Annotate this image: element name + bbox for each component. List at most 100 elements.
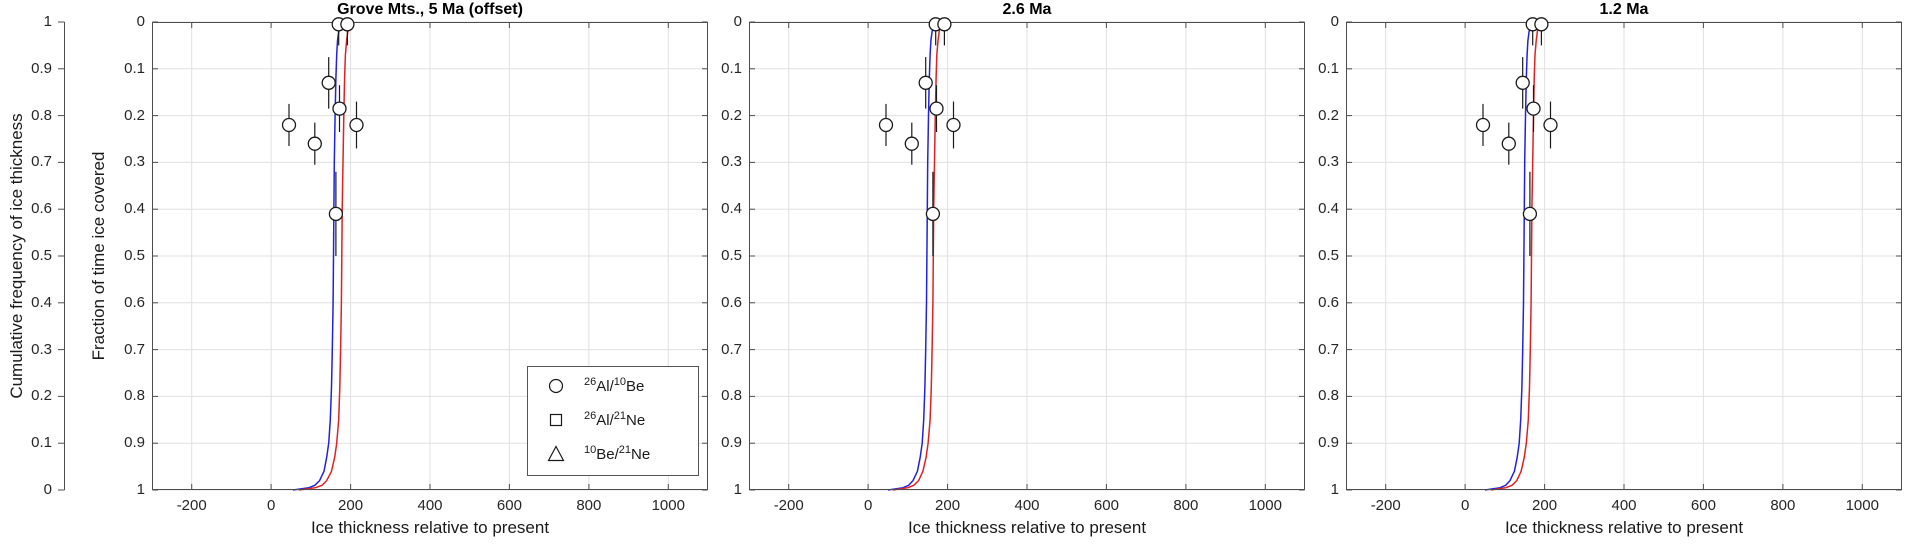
outer-y-tick-label: 0.8	[31, 106, 52, 124]
data-point-circle	[340, 17, 355, 32]
panel-2-6-ma: 2.6 Ma Ice thickness relative to present…	[721, 0, 1305, 554]
y-tick-label: 0.6	[124, 293, 145, 311]
panel-title: 2.6 Ma	[1002, 1, 1052, 18]
x-tick-label: 1000	[651, 497, 685, 514]
curve-model_blue	[1484, 21, 1533, 491]
y-tick-label: 1	[136, 481, 145, 498]
data-point-circle	[328, 206, 344, 222]
y-tick-label: 0	[136, 13, 145, 30]
square-marker-icon	[549, 413, 563, 427]
x-tick-label: 400	[1014, 497, 1040, 514]
data-point-circle	[281, 117, 297, 133]
y-tick-label: 1	[733, 481, 742, 498]
plot-svg	[152, 17, 708, 491]
data-point-circle	[946, 117, 961, 133]
curve-model_blue	[292, 21, 343, 491]
data-point-circle	[1534, 17, 1549, 32]
x-tick-label: -200	[1370, 497, 1401, 514]
x-tick-label: 400	[417, 497, 443, 514]
y-tick-label: 0.4	[1318, 200, 1339, 218]
y-tick-label: 0.5	[124, 247, 145, 264]
data-point-circle	[1526, 101, 1541, 116]
y-tick-label: 0.3	[124, 153, 145, 171]
x-tick-label: 200	[935, 497, 961, 514]
outer-y-tick-label: 0.9	[31, 59, 52, 77]
x-tick-label: 800	[576, 497, 602, 514]
legend-item-label: 26Al/21Ne	[584, 409, 646, 429]
y-tick-label: 0.2	[721, 106, 742, 124]
data-point-circle	[925, 206, 941, 222]
y-tick-label: 0.8	[721, 387, 742, 405]
x-tick-label: 600	[496, 497, 522, 514]
outer-y-tick-label: 0.2	[31, 387, 52, 405]
data-point-circle	[1522, 206, 1538, 222]
y-tick-label: 0.1	[124, 59, 145, 77]
curve-model_red	[892, 21, 943, 491]
data-point-circle	[929, 101, 944, 116]
y-tick-label: 0.9	[721, 434, 742, 452]
outer-y-tick-label: 1	[43, 13, 52, 30]
data-point-circle	[878, 117, 894, 133]
data-point-circle	[321, 75, 336, 90]
y-tick-label: 0.5	[1318, 247, 1339, 264]
x-axis-label: Ice thickness relative to present	[1504, 518, 1744, 537]
data-point-circle	[332, 101, 347, 116]
x-tick-label: 0	[863, 497, 873, 514]
y-tick-label: 0.6	[721, 293, 742, 311]
y-tick-label: 0.3	[1318, 153, 1339, 171]
x-tick-label: 0	[266, 497, 276, 514]
data-point-circle	[349, 117, 364, 133]
data-point-circle	[1501, 136, 1516, 151]
x-axis-label: Ice thickness relative to present	[907, 518, 1147, 537]
x-tick-label: 0	[1460, 497, 1470, 514]
plot-area	[152, 17, 708, 491]
data-point-circle	[937, 17, 952, 32]
x-tick-label: 200	[338, 497, 364, 514]
y-tick-label: 0.8	[1318, 387, 1339, 405]
outer-y-tick-label: 0.4	[31, 293, 52, 311]
outer-y-tick-label: 0	[43, 481, 52, 498]
data-point-circle	[918, 75, 933, 90]
legend-item-label: 10Be/21Ne	[584, 443, 651, 463]
y-tick-label: 0.7	[1318, 340, 1339, 358]
legend-item: 26Al/21Ne	[528, 403, 698, 437]
curve-model_blue	[887, 21, 936, 491]
x-tick-label: 1000	[1845, 497, 1879, 514]
y-tick-label: 0	[1330, 13, 1339, 30]
x-tick-label: 600	[1093, 497, 1119, 514]
x-tick-label: 400	[1611, 497, 1637, 514]
y-tick-label: 0.2	[1318, 106, 1339, 124]
data-point-circle	[307, 136, 322, 151]
plot-area	[749, 17, 1305, 491]
legend: 26Al/10Be 26Al/21Ne 10Be/21Ne	[527, 366, 699, 476]
y-tick-label: 0.9	[1318, 434, 1339, 452]
y-tick-label: 0.3	[721, 153, 742, 171]
y-tick-label: 0.8	[124, 387, 145, 405]
y-tick-label: 0.7	[124, 340, 145, 358]
outer-y-tick-label: 0.3	[31, 340, 52, 358]
y-tick-label: 0	[733, 13, 742, 30]
plot-area	[1346, 17, 1902, 491]
x-tick-label: 800	[1173, 497, 1199, 514]
circle-marker-icon	[548, 378, 564, 394]
triangle-marker-icon	[547, 445, 565, 462]
plot-svg	[1346, 17, 1902, 491]
legend-item-label: 26Al/10Be	[584, 375, 645, 395]
x-tick-label: -200	[176, 497, 207, 514]
panel-1-2-ma: 1.2 Ma Ice thickness relative to present…	[1318, 0, 1902, 554]
curve-model_red	[1490, 21, 1541, 491]
panel-grove-5ma-offset: Grove Mts., 5 Ma (offset) Ice thickness …	[124, 0, 708, 554]
y-tick-label: 0.5	[721, 247, 742, 264]
y-tick-label: 0.2	[124, 106, 145, 124]
data-point-circle	[904, 136, 919, 151]
legend-item: 26Al/10Be	[528, 369, 698, 403]
legend-item: 10Be/21Ne	[528, 437, 698, 471]
data-point-circle	[1543, 117, 1558, 133]
outer-y-tick-label: 0.6	[31, 200, 52, 218]
plot-svg	[749, 17, 1305, 491]
y-tick-label: 0.7	[721, 340, 742, 358]
x-tick-label: 800	[1770, 497, 1796, 514]
y-tick-label: 0.4	[124, 200, 145, 218]
x-tick-label: 200	[1532, 497, 1558, 514]
